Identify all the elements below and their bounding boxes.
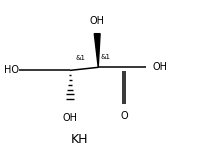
Text: OH: OH — [62, 113, 78, 123]
Text: O: O — [120, 111, 128, 121]
Text: OH: OH — [90, 16, 105, 26]
Text: HO: HO — [4, 65, 19, 75]
Text: &1: &1 — [75, 55, 85, 61]
Text: &1: &1 — [101, 54, 111, 60]
Text: OH: OH — [153, 62, 168, 72]
Text: KH: KH — [71, 133, 88, 146]
Polygon shape — [94, 34, 100, 67]
